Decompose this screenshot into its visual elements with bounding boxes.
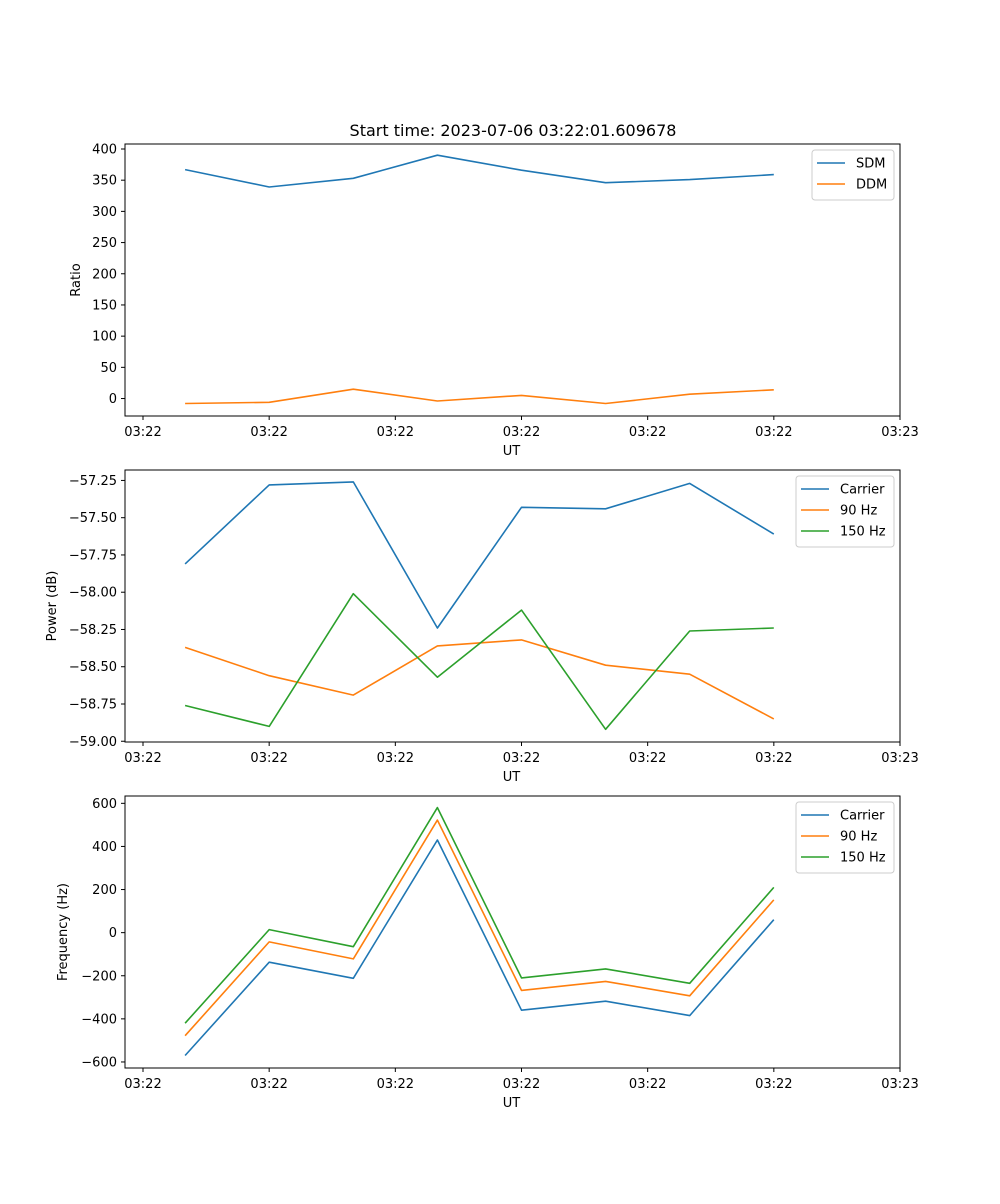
x-axis-label: UT [503, 1096, 521, 1111]
x-tick-label: 03:22 [377, 1077, 414, 1092]
x-tick-label: 03:23 [881, 1077, 918, 1092]
legend-box [795, 475, 895, 548]
x-axis-label: UT [503, 770, 521, 785]
legend-label: DDM [856, 178, 887, 193]
y-tick-label: 150 [92, 298, 117, 313]
y-tick-label: 200 [92, 267, 117, 282]
y-tick-label: 400 [92, 840, 117, 855]
y-axis-label: Power (dB) [45, 571, 60, 642]
legend: Carrier 90 Hz 150 Hz [795, 801, 895, 874]
y-tick-label: 50 [100, 361, 117, 376]
axes-frame [124, 795, 901, 1069]
series-line-carrier [184, 839, 775, 1057]
x-tick-label: 03:22 [629, 425, 666, 440]
y-tick-label: 350 [92, 174, 117, 189]
y-tick-label: −600 [81, 1055, 117, 1070]
legend: SDM DDM [811, 149, 895, 201]
series-line-90-hz [184, 819, 775, 1037]
x-tick-label: 03:22 [377, 425, 414, 440]
y-tick-label: −57.50 [69, 511, 117, 526]
y-tick-label: 0 [109, 392, 117, 407]
series-line-sdm [184, 154, 774, 188]
legend-label: 150 Hz [840, 851, 886, 866]
legend-label: Carrier [840, 809, 885, 824]
x-tick-label: 03:22 [503, 425, 540, 440]
y-tick-label: −59.00 [69, 735, 117, 750]
series-line-carrier [184, 481, 775, 629]
y-axis-label: Frequency (Hz) [56, 883, 71, 981]
chart-panel-1: 03:22 03:22 03:22 03:22 03:22 03:22 03:23 0 50 10… [69, 142, 919, 459]
legend-label: Carrier [840, 483, 885, 498]
x-tick-label: 03:22 [503, 1077, 540, 1092]
y-tick-label: −200 [81, 969, 117, 984]
x-tick-label: 03:22 [250, 425, 287, 440]
axes-frame [124, 469, 901, 743]
legend-label: SDM [856, 157, 885, 172]
legend: Carrier 90 Hz 150 Hz [795, 475, 895, 548]
legend-label: 90 Hz [840, 830, 877, 845]
legend-label: 150 Hz [840, 525, 886, 540]
chart-panel-3: 03:22 03:22 03:22 03:22 03:22 03:22 03:23 −600 −… [56, 795, 919, 1111]
y-tick-label: −400 [81, 1012, 117, 1027]
x-tick-label: 03:22 [755, 425, 792, 440]
y-tick-label: 600 [92, 797, 117, 812]
x-tick-label: 03:22 [250, 751, 287, 766]
y-tick-label: −58.25 [69, 623, 117, 638]
x-tick-label: 03:22 [629, 751, 666, 766]
y-tick-label: 400 [92, 142, 117, 157]
y-axis-label: Ratio [69, 263, 84, 296]
figure-title: Start time: 2023-07-06 03:22:01.609678 [350, 121, 677, 140]
y-tick-label: 0 [109, 926, 117, 941]
y-tick-label: −58.50 [69, 660, 117, 675]
x-tick-label: 03:22 [755, 751, 792, 766]
series-line-ddm [185, 388, 774, 405]
x-tick-label: 03:22 [124, 751, 161, 766]
series-line-90-hz [184, 639, 775, 720]
x-tick-label: 03:22 [124, 1077, 161, 1092]
y-tick-label: 100 [92, 330, 117, 345]
series-line-150-hz [184, 592, 774, 731]
x-tick-label: 03:22 [124, 425, 161, 440]
x-axis-label: UT [503, 444, 521, 459]
axes-frame [124, 143, 901, 417]
y-tick-label: 300 [92, 205, 117, 220]
x-tick-label: 03:23 [881, 751, 918, 766]
series-line-150-hz [184, 806, 775, 1024]
y-tick-label: 200 [92, 883, 117, 898]
y-tick-label: −58.00 [69, 586, 117, 601]
y-tick-label: 250 [92, 236, 117, 251]
y-tick-label: −57.75 [69, 548, 117, 563]
legend-box [795, 801, 895, 874]
x-tick-label: 03:22 [377, 751, 414, 766]
x-tick-label: 03:23 [881, 425, 918, 440]
x-tick-label: 03:22 [629, 1077, 666, 1092]
x-tick-label: 03:22 [755, 1077, 792, 1092]
x-tick-label: 03:22 [250, 1077, 287, 1092]
chart-panel-2: 03:22 03:22 03:22 03:22 03:22 03:22 03:23 −59.0… [45, 469, 919, 785]
y-tick-label: −57.25 [69, 474, 117, 489]
y-tick-label: −58.75 [69, 697, 117, 712]
x-tick-label: 03:22 [503, 751, 540, 766]
legend-label: 90 Hz [840, 504, 877, 519]
